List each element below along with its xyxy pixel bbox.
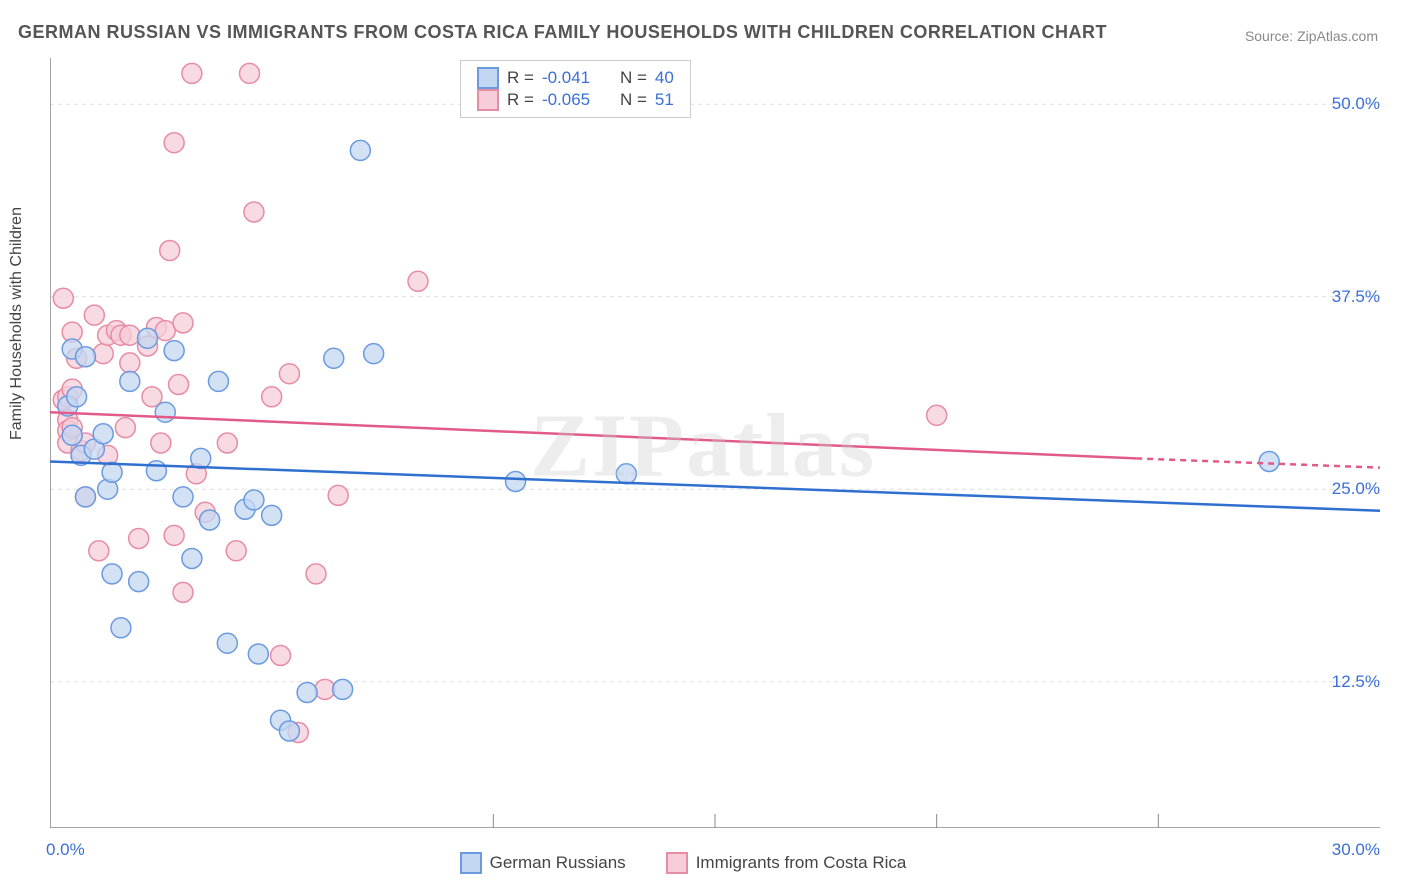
legend-swatch	[460, 852, 482, 874]
r-label: R =	[507, 90, 534, 110]
n-label: N =	[620, 90, 647, 110]
legend-label: Immigrants from Costa Rica	[696, 853, 907, 872]
correlation-legend: R = -0.041 N = 40 R = -0.065 N = 51	[460, 60, 691, 118]
legend-swatch	[477, 89, 499, 111]
series-legend: German Russians Immigrants from Costa Ric…	[0, 852, 1406, 874]
plot-svg	[50, 58, 1380, 828]
y-tick-label: 50.0%	[1332, 94, 1380, 114]
legend-swatch	[477, 67, 499, 89]
r-label: R =	[507, 68, 534, 88]
r-value: -0.041	[542, 68, 612, 88]
y-tick-label: 25.0%	[1332, 479, 1380, 499]
legend-swatch	[666, 852, 688, 874]
chart-container: GERMAN RUSSIAN VS IMMIGRANTS FROM COSTA …	[0, 0, 1406, 892]
y-tick-label: 37.5%	[1332, 287, 1380, 307]
n-value: 51	[655, 90, 674, 110]
y-axis-label: Family Households with Children	[8, 207, 26, 440]
r-value: -0.065	[542, 90, 612, 110]
correlation-legend-row: R = -0.065 N = 51	[477, 89, 674, 111]
n-label: N =	[620, 68, 647, 88]
y-tick-label: 12.5%	[1332, 672, 1380, 692]
legend-label: German Russians	[490, 853, 626, 872]
correlation-legend-row: R = -0.041 N = 40	[477, 67, 674, 89]
chart-title: GERMAN RUSSIAN VS IMMIGRANTS FROM COSTA …	[18, 22, 1107, 43]
source-label: Source: ZipAtlas.com	[1245, 28, 1378, 44]
n-value: 40	[655, 68, 674, 88]
